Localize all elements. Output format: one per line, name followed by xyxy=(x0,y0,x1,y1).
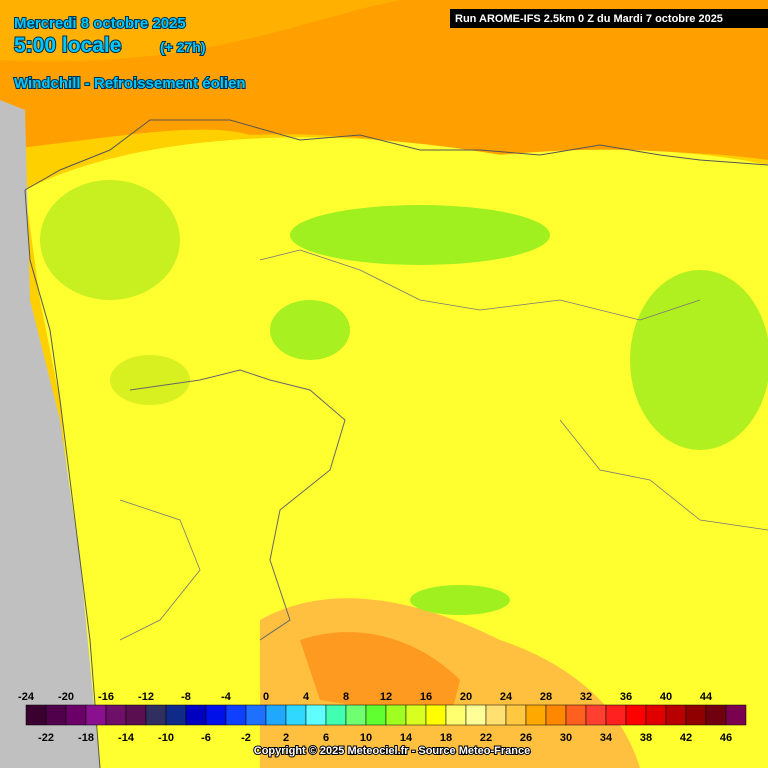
legend-swatch xyxy=(85,704,107,726)
legend-label: -16 xyxy=(98,691,114,703)
forecast-offset: (+ 27h) xyxy=(160,39,206,55)
legend-label: -24 xyxy=(18,691,35,703)
legend-label: 36 xyxy=(620,691,632,703)
legend-swatch xyxy=(425,704,447,726)
legend-swatch xyxy=(305,704,327,726)
legend-label: -12 xyxy=(138,691,154,703)
run-box xyxy=(450,9,768,28)
legend-swatch xyxy=(705,704,727,726)
legend-label: 6 xyxy=(323,732,329,744)
legend-label: 20 xyxy=(460,691,472,703)
legend-label: -6 xyxy=(201,732,211,744)
legend-swatch xyxy=(165,704,187,726)
legend-label: 32 xyxy=(580,691,592,703)
legend-label: 42 xyxy=(680,732,692,744)
parameter-title: Windchill - Refroissement éolien xyxy=(14,75,246,92)
legend-swatch xyxy=(25,704,47,726)
legend-label: 40 xyxy=(660,691,672,703)
copyright: Copyright © 2025 Meteociel.fr - Source M… xyxy=(254,745,530,757)
legend-label: 28 xyxy=(540,691,552,703)
legend-swatch xyxy=(205,704,227,726)
legend-swatch xyxy=(285,704,307,726)
legend-swatch xyxy=(185,704,207,726)
date-title: Mercredi 8 octobre 2025 xyxy=(14,15,186,32)
legend-swatch xyxy=(605,704,627,726)
legend-swatch xyxy=(325,704,347,726)
legend-swatch xyxy=(405,704,427,726)
legend-swatch xyxy=(665,704,687,726)
legend-swatch xyxy=(505,704,527,726)
legend-label: 26 xyxy=(520,732,532,744)
time-title: 5:00 locale xyxy=(14,34,121,57)
legend-label: 38 xyxy=(640,732,652,744)
legend-swatch xyxy=(725,704,747,726)
legend-swatch xyxy=(345,704,367,726)
legend-label: 24 xyxy=(500,691,513,703)
legend-swatch xyxy=(245,704,267,726)
legend-swatch xyxy=(545,704,567,726)
run-info: Run AROME-IFS 2.5km 0 Z du Mardi 7 octob… xyxy=(455,13,723,25)
legend-label: 14 xyxy=(400,732,413,744)
legend-label: -20 xyxy=(58,691,74,703)
legend-label: 46 xyxy=(720,732,732,744)
legend-swatch xyxy=(645,704,667,726)
legend-label: 2 xyxy=(283,732,289,744)
legend-label: -18 xyxy=(78,732,94,744)
legend-swatch xyxy=(65,704,87,726)
legend-swatch xyxy=(145,704,167,726)
legend-label: 30 xyxy=(560,732,572,744)
legend-label: -8 xyxy=(181,691,191,703)
legend-label: 34 xyxy=(600,732,613,744)
legend-swatch xyxy=(265,704,287,726)
legend-label: 44 xyxy=(700,691,713,703)
legend-label: 22 xyxy=(480,732,492,744)
legend-swatch xyxy=(385,704,407,726)
legend-label: 0 xyxy=(263,691,269,703)
legend-swatch xyxy=(565,704,587,726)
legend-label: 18 xyxy=(440,732,452,744)
legend-swatch xyxy=(365,704,387,726)
legend-label: -14 xyxy=(118,732,135,744)
legend-label: -2 xyxy=(241,732,251,744)
legend-swatch xyxy=(685,704,707,726)
legend-swatch xyxy=(105,704,127,726)
legend-swatch xyxy=(585,704,607,726)
legend-swatch xyxy=(465,704,487,726)
legend-label: -22 xyxy=(38,732,54,744)
legend-label: 4 xyxy=(303,691,310,703)
legend: -24-22-20-18-16-14-12-10-8-6-4-202468101… xyxy=(18,691,747,744)
legend-swatch xyxy=(445,704,467,726)
legend-label: 16 xyxy=(420,691,432,703)
legend-swatch xyxy=(625,704,647,726)
legend-swatch xyxy=(45,704,67,726)
legend-label: -10 xyxy=(158,732,174,744)
legend-label: 8 xyxy=(343,691,349,703)
legend-swatch xyxy=(125,704,147,726)
legend-swatch xyxy=(525,704,547,726)
legend-label: 12 xyxy=(380,691,392,703)
legend-label: 10 xyxy=(360,732,372,744)
legend-swatch xyxy=(225,704,247,726)
legend-label: -4 xyxy=(221,691,232,703)
legend-swatch xyxy=(485,704,507,726)
